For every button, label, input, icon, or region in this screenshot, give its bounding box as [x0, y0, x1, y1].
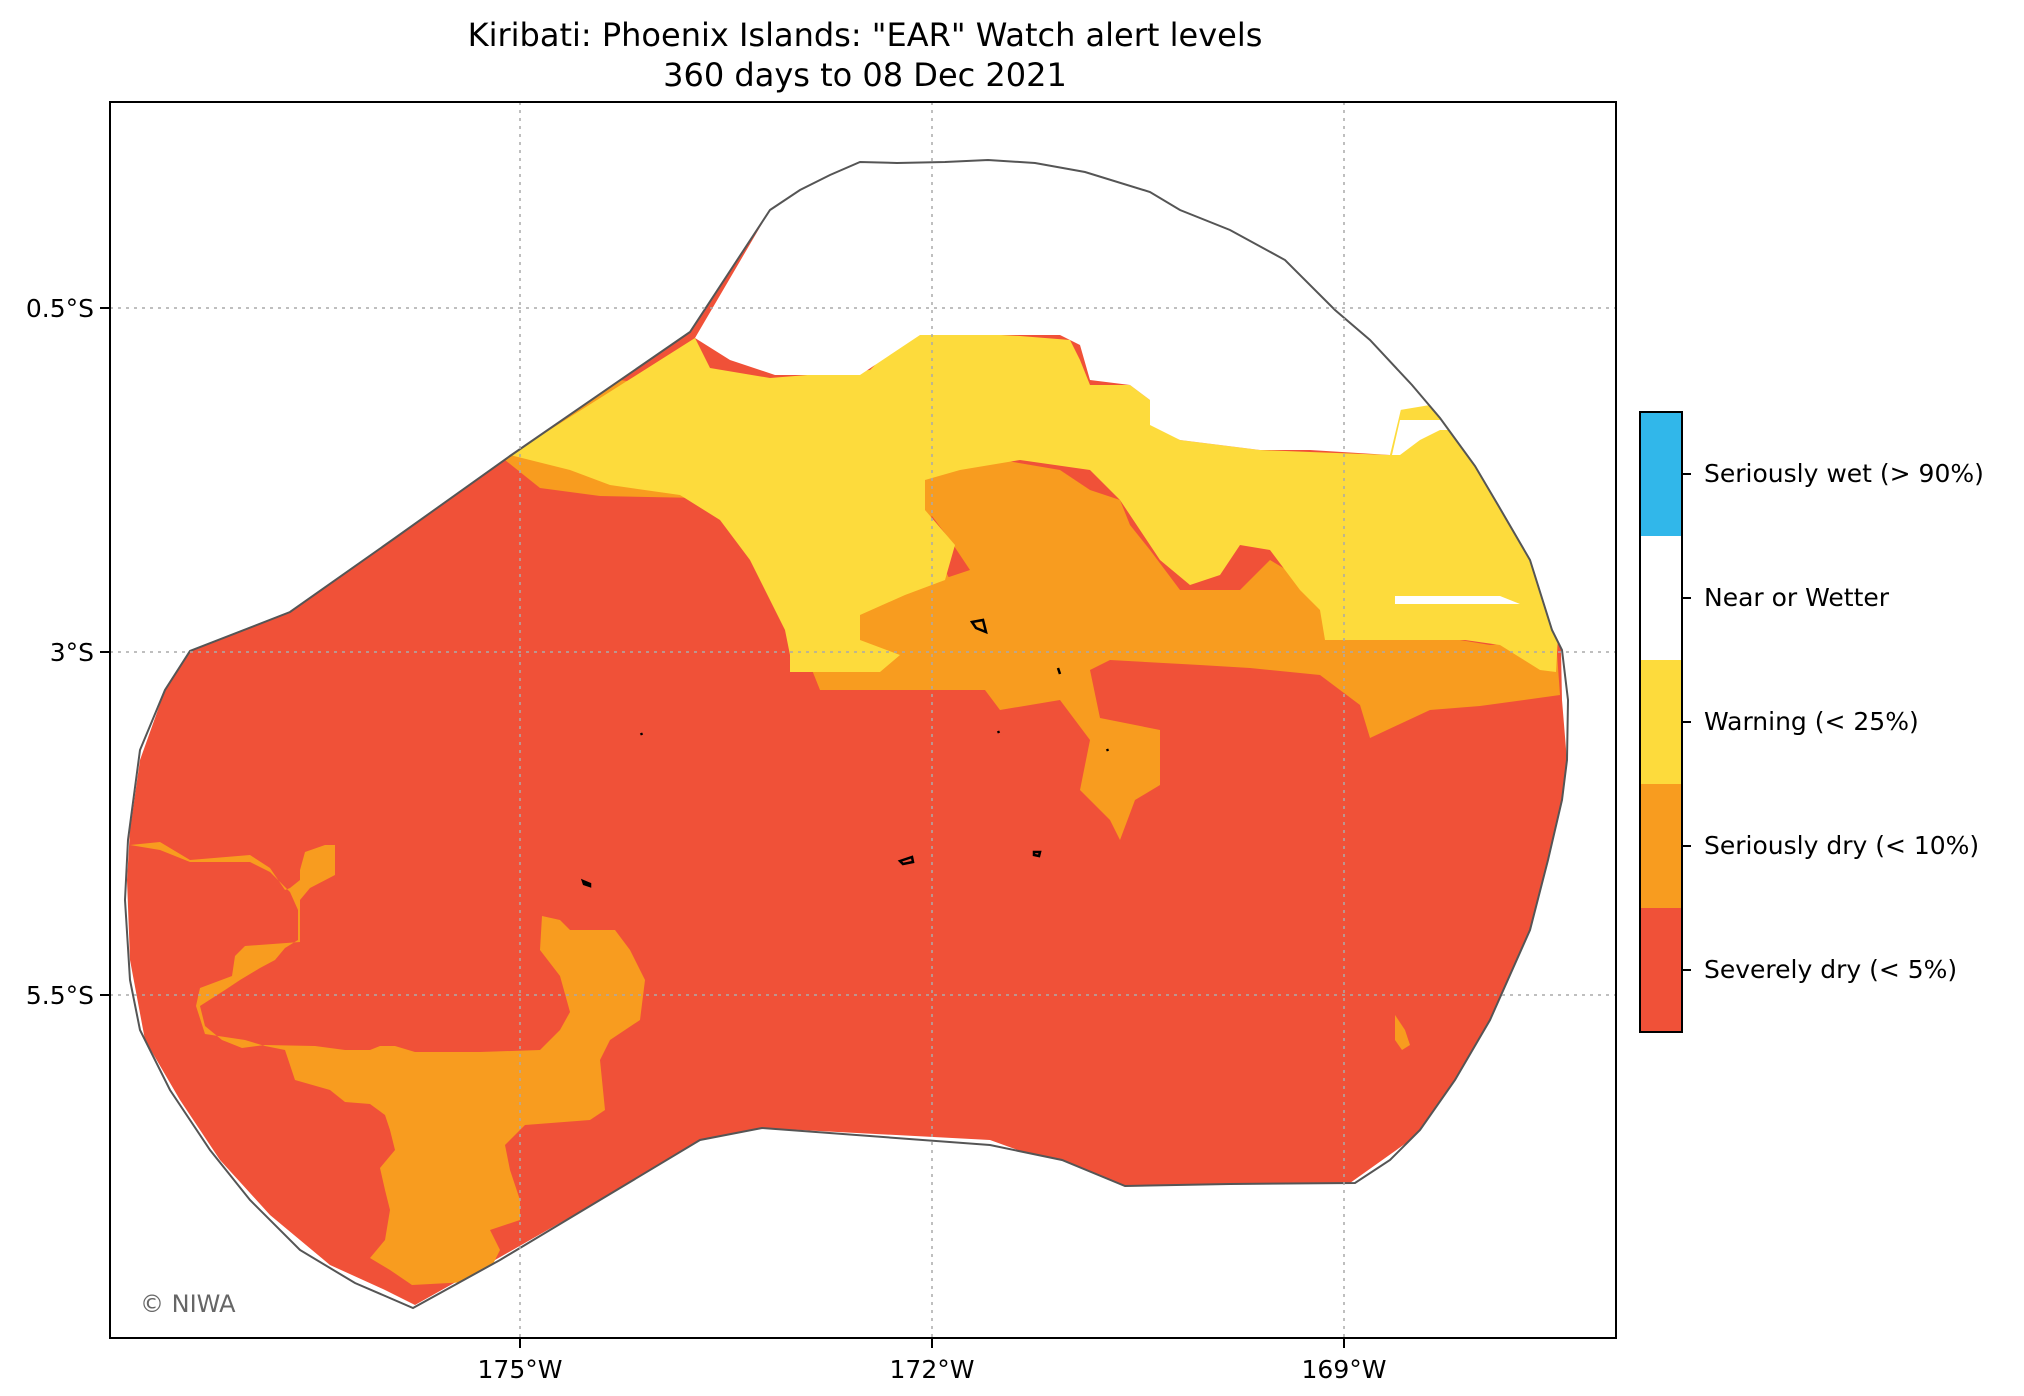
- tick-label-lon-3: 169°W: [1302, 1355, 1387, 1384]
- island-nikumaroro-2: [580, 878, 592, 888]
- map-title: Kiribati: Phoenix Islands: "EAR" Watch a…: [467, 16, 1263, 54]
- island-enderbury: [1056, 667, 1062, 675]
- legend-swatch-seriously-wet: [1640, 412, 1682, 536]
- legend-label-warning: Warning (< 25%): [1704, 707, 1919, 736]
- legend-colorbar: [1639, 411, 1691, 1033]
- region-warning: [510, 330, 1560, 672]
- island-nikumaroro: [1032, 850, 1042, 858]
- tick-label-lat-3: 5.5°S: [26, 981, 94, 1010]
- map-subtitle: 360 days to 08 Dec 2021: [663, 56, 1067, 94]
- legend-swatch-severely-dry: [1640, 908, 1682, 1032]
- region-seriously-dry-inlet: [1395, 1015, 1410, 1050]
- region-boundary: [123, 158, 1570, 1310]
- region-near-or-wetter-east: [1395, 596, 1520, 604]
- island-kanton: [969, 618, 988, 635]
- legend-label-near-or-wetter: Near or Wetter: [1704, 583, 1890, 612]
- axis-ticks: [100, 307, 1345, 1348]
- island-manra: [1105, 748, 1110, 752]
- region-near-or-wetter-ne: [1360, 380, 1430, 410]
- legend-label-seriously-dry: Seriously dry (< 10%): [1704, 831, 1980, 860]
- legend-label-severely-dry: Severely dry (< 5%): [1704, 955, 1958, 984]
- copyright-notice: © NIWA: [140, 1290, 236, 1318]
- tick-label-lat-1: 0.5°S: [26, 294, 94, 323]
- islands: [580, 618, 1110, 888]
- gridlines: [110, 102, 1616, 1338]
- legend-swatch-seriously-dry: [1640, 784, 1682, 908]
- tick-label-lon-1: 175°W: [478, 1355, 563, 1384]
- island-orona: [897, 855, 915, 866]
- map-frame: [109, 101, 1617, 1339]
- tick-label-lat-2: 3°S: [50, 638, 94, 667]
- island-mckean: [639, 732, 644, 736]
- legend-label-seriously-wet: Seriously wet (> 90%): [1704, 459, 1984, 488]
- legend-swatch-warning: [1640, 660, 1682, 784]
- legend-swatch-near-or-wetter: [1640, 536, 1682, 660]
- tick-label-lon-2: 172°W: [890, 1355, 975, 1384]
- island-birnie: [996, 730, 1001, 734]
- region-seriously-dry-southwest: [130, 842, 645, 1285]
